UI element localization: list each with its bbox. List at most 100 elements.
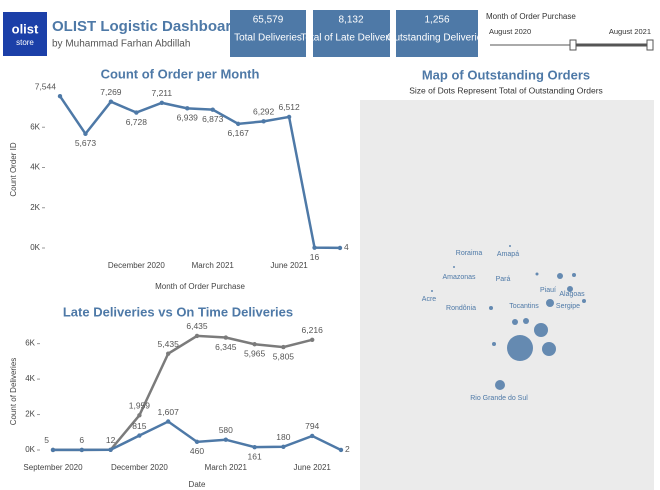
x-tick-label: March 2021 — [192, 261, 235, 270]
data-label: 5,805 — [273, 351, 295, 361]
x-tick-label: December 2020 — [108, 261, 165, 270]
data-label: 2 — [345, 444, 350, 454]
x-tick-label: June 2021 — [270, 261, 308, 270]
point — [223, 335, 228, 340]
data-label: 460 — [190, 446, 204, 456]
map-subtitle: Size of Dots Represent Total of Outstand… — [409, 85, 603, 95]
y-tick-label: 0K — [30, 243, 40, 252]
map-label: Acre — [422, 296, 437, 303]
filter-end: August 2021 — [609, 27, 651, 36]
data-label: 1,607 — [158, 407, 180, 417]
kpi-label: Outstanding Deliveries — [387, 33, 488, 44]
map-label: Rio Grande do Sul — [470, 395, 528, 402]
data-label: 6,939 — [177, 113, 199, 123]
data-label: 5 — [44, 435, 49, 445]
map-area — [360, 100, 654, 490]
point — [210, 107, 215, 112]
kpi-card — [313, 10, 390, 57]
x-tick-label: September 2020 — [23, 463, 83, 472]
map-label: Amazonas — [442, 274, 476, 281]
data-label: 7,544 — [35, 81, 57, 91]
point — [281, 444, 286, 450]
logo-text: store — [16, 38, 34, 47]
point — [185, 106, 190, 111]
slider-handle[interactable] — [569, 39, 577, 51]
data-label: 4 — [344, 242, 349, 252]
filter-title: Month of Order Purchase — [486, 12, 576, 21]
point — [281, 344, 286, 350]
data-label: 1,959 — [129, 401, 151, 411]
x-tick-label: December 2020 — [111, 463, 168, 472]
point — [57, 93, 63, 99]
map-title: Map of Outstanding Orders — [422, 67, 590, 82]
point — [312, 245, 317, 250]
point — [50, 447, 56, 453]
dashboard-title: OLIST Logistic Dashboard — [52, 18, 240, 35]
data-label: 6,167 — [228, 128, 250, 138]
point — [79, 447, 85, 453]
map-dots — [431, 245, 586, 390]
point — [235, 121, 241, 127]
data-label: 12 — [106, 435, 116, 445]
slider-handle[interactable] — [646, 39, 654, 51]
point — [194, 333, 200, 339]
point — [286, 114, 292, 120]
data-label: 6,345 — [215, 342, 237, 352]
point — [159, 100, 165, 106]
y-axis-label: Count Order ID — [9, 142, 18, 196]
x-tick-label: March 2021 — [205, 463, 248, 472]
data-label: 5,965 — [244, 349, 266, 359]
point — [134, 110, 139, 115]
point — [108, 99, 114, 104]
map-label: Rondônia — [446, 305, 476, 312]
line — [58, 95, 341, 250]
data-label: 6,216 — [302, 325, 324, 335]
y-axis-label: Count of Deliveries — [9, 358, 18, 426]
y-tick-label: 2K — [25, 410, 35, 419]
x-tick-label: June 2021 — [294, 463, 332, 472]
point — [252, 444, 257, 450]
kpi-label: Total Deliveries — [234, 33, 302, 44]
y-tick-label: 0K — [25, 445, 35, 454]
data-label: 815 — [132, 421, 146, 431]
kpi-value: 65,579 — [253, 15, 284, 26]
data-label: 580 — [219, 425, 233, 435]
point — [223, 437, 228, 442]
point — [137, 413, 142, 418]
data-label: 5,435 — [158, 339, 180, 349]
point — [338, 447, 344, 453]
point — [194, 439, 200, 445]
point — [108, 447, 113, 452]
chart-title: Count of Order per Month — [101, 66, 260, 81]
data-label: 6,292 — [253, 107, 275, 117]
y-tick-label: 2K — [30, 203, 40, 212]
dashboard-subtitle: by Muhammad Farhan Abdillah — [52, 39, 190, 50]
point — [166, 351, 171, 356]
point — [261, 119, 266, 124]
point — [166, 419, 171, 424]
x-axis-label: Date — [189, 480, 206, 489]
y-tick-label: 6K — [30, 122, 40, 131]
kpi-value: 8,132 — [338, 15, 363, 26]
map-label: Roraima — [456, 250, 483, 257]
data-label: 7,211 — [151, 88, 172, 98]
point — [137, 433, 142, 438]
map-label: Piauí — [540, 287, 556, 294]
point — [310, 433, 315, 439]
map-label: Sergipe — [556, 303, 580, 310]
kpi-card — [396, 10, 478, 57]
y-tick-label: 6K — [25, 339, 35, 348]
logo — [3, 12, 47, 56]
map-label: Amapá — [497, 251, 519, 258]
data-label: 7,269 — [100, 87, 122, 97]
data-label: 6,873 — [202, 114, 224, 124]
kpi-label: Total of Late Deliveries — [300, 33, 401, 44]
kpi-card — [230, 10, 306, 57]
filter-start: August 2020 — [489, 27, 531, 36]
chart-title: Late Deliveries vs On Time Deliveries — [63, 304, 293, 319]
point — [252, 342, 257, 347]
data-label: 6,512 — [278, 102, 300, 112]
data-label: 161 — [248, 451, 262, 461]
data-label: 6 — [79, 435, 84, 445]
